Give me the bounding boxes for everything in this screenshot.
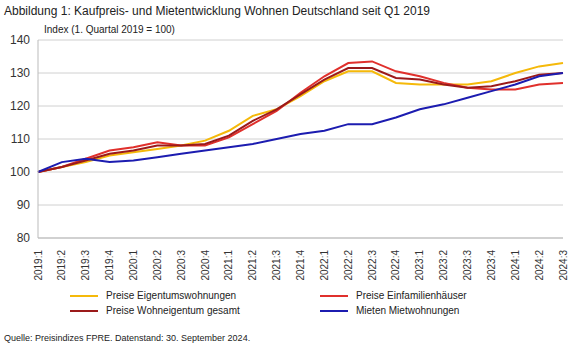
svg-text:2023:2: 2023:2 xyxy=(438,250,449,281)
svg-text:130: 130 xyxy=(10,66,30,80)
svg-text:2020:4: 2020:4 xyxy=(200,250,211,281)
svg-text:2023:4: 2023:4 xyxy=(486,250,497,281)
svg-text:140: 140 xyxy=(10,33,30,47)
svg-text:120: 120 xyxy=(10,99,30,113)
svg-text:2021:1: 2021:1 xyxy=(223,250,234,281)
svg-text:2023:1: 2023:1 xyxy=(414,250,425,281)
html-text:Abbildung 1: Kaufpreis- und Mi: Abbildung 1: Kaufpreis- und Mietentwickl… xyxy=(4,4,430,18)
html-text:Mieten Mietwohnungen: Mieten Mietwohnungen xyxy=(356,305,460,316)
svg-text:2022:2: 2022:2 xyxy=(343,250,354,281)
svg-text:90: 90 xyxy=(17,198,31,212)
svg-text:2024:3: 2024:3 xyxy=(558,250,569,281)
svg-text:2020:1: 2020:1 xyxy=(128,250,139,281)
svg-text:2019:4: 2019:4 xyxy=(104,250,115,281)
html-text:Index (1. Quartal 2019 = 100): Index (1. Quartal 2019 = 100) xyxy=(44,24,175,35)
svg-text:2020:3: 2020:3 xyxy=(176,250,187,281)
svg-text:2019:3: 2019:3 xyxy=(80,250,91,281)
svg-text:100: 100 xyxy=(10,165,30,179)
html-text:Preise Einfamilienhäuser: Preise Einfamilienhäuser xyxy=(356,290,467,301)
svg-text:110: 110 xyxy=(11,132,30,146)
svg-text:2022:4: 2022:4 xyxy=(390,250,401,281)
svg-text:2021:3: 2021:3 xyxy=(271,250,282,281)
svg-text:2021:2: 2021:2 xyxy=(247,250,258,281)
svg-text:2023:3: 2023:3 xyxy=(462,250,473,281)
svg-text:2024:2: 2024:2 xyxy=(534,250,545,281)
svg-text:2024:1: 2024:1 xyxy=(510,250,521,281)
html-text:Preise Eigentumswohnungen: Preise Eigentumswohnungen xyxy=(106,290,237,301)
svg-text:80: 80 xyxy=(17,231,31,245)
svg-text:2022:3: 2022:3 xyxy=(367,250,378,281)
svg-text:2020:2: 2020:2 xyxy=(152,250,163,281)
svg-text:2022:1: 2022:1 xyxy=(319,250,330,281)
svg-text:2021:4: 2021:4 xyxy=(295,250,306,281)
html-text:Preise Wohneigentum gesamt: Preise Wohneigentum gesamt xyxy=(106,305,240,316)
html-text:Quelle: Preisindizes FPRE. Dat: Quelle: Preisindizes FPRE. Datenstand: 3… xyxy=(4,333,251,343)
svg-text:2019:1: 2019:1 xyxy=(33,250,44,281)
svg-text:2019:2: 2019:2 xyxy=(56,250,67,281)
